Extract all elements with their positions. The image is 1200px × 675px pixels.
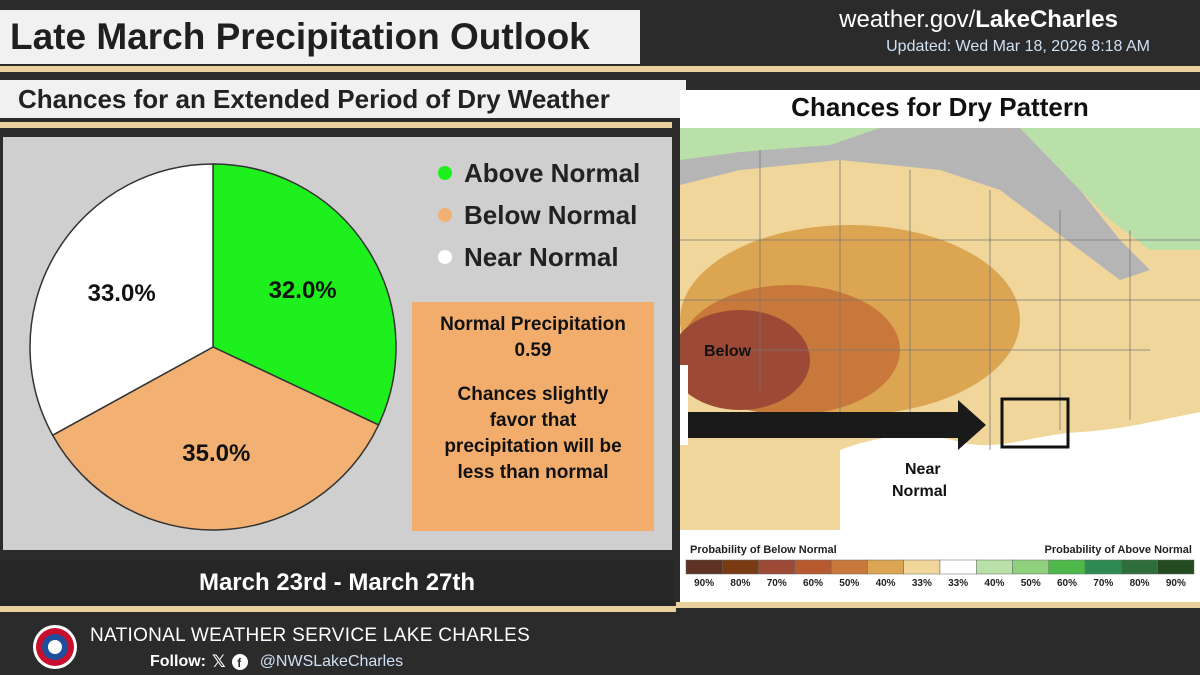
probability-scale: 90% 80% 70% 60% 50% 40% 33% 33% 40% 50% 60% 70% 80% 9… [685,559,1195,589]
pie-slice-above [212,163,397,426]
scale-pct-label: 70% [1093,578,1113,589]
legend-dot-near [438,250,452,264]
map-arrow-shaft [688,412,958,438]
legend-label-above: Above Normal [464,157,641,188]
scale-pct-label: 60% [803,578,823,589]
scale-swatch [1157,559,1195,575]
scale-pct-label: 90% [694,578,714,589]
scale-pct-label: 70% [767,578,787,589]
legend-item-below: Below Normal [438,194,640,236]
social-handle[interactable]: @NWSLakeCharles [259,653,404,670]
scale-label-above: Probability of Above Normal [1044,544,1192,556]
scale-pct-label: 80% [1130,578,1150,589]
pie-slice-below [51,346,380,531]
legend-item-near: Near Normal [438,236,640,278]
scale-swatch [685,559,723,575]
scale-pct-label: 33% [912,578,932,589]
info-line-1: Chances slightly [457,384,609,405]
footer-org-name: NATIONAL WEATHER SERVICE LAKE CHARLES [90,625,531,646]
scale-swatch [976,559,1013,575]
follow-label: Follow: [150,653,206,670]
scale-pct-label: 60% [1057,578,1077,589]
map-arrow-head [958,400,986,450]
scale-swatch [722,559,759,575]
scale-swatch [794,559,832,575]
scale-swatch [830,559,868,575]
social-follow: Follow: 𝕏 f @NWSLakeCharles [150,652,403,672]
divider-strip-sub [0,122,672,128]
scale-swatch [1084,559,1122,575]
lake-charles-box [1000,397,1070,449]
normal-precip-info-box: Normal Precipitation 0.59 Chances slight… [412,302,654,531]
divider-strip-bottom [0,606,676,612]
legend-dot-below [438,208,452,222]
pie-label-above: 32.0% [269,277,337,304]
state-lines [680,150,1200,450]
scale-label-below: Probability of Below Normal [690,544,837,556]
scale-pct-label: 50% [1021,578,1041,589]
legend-dot-above [438,166,452,180]
info-line-3: precipitation will be [444,436,622,457]
x-icon[interactable]: 𝕏 [211,652,226,671]
legend-label-below: Below Normal [464,199,638,230]
footer [0,612,1200,675]
info-value: 0.59 [514,340,552,361]
nws-logo-icon [33,625,77,669]
scale-swatch [867,559,904,575]
gulf-water [840,412,1200,530]
scale-pct-label: 33% [948,578,968,589]
date-range: March 23rd - March 27th [0,560,674,606]
map-title: Chances for Dry Pattern [791,92,1089,122]
map-edge [680,365,688,445]
info-line-4: less than normal [457,462,609,483]
scale-pct-label: 50% [839,578,859,589]
scale-pct-label: 40% [984,578,1004,589]
scale-pct-label: 40% [876,578,896,589]
pie-label-below: 35.0% [182,440,250,467]
section-subtitle: Chances for an Extended Period of Dry We… [0,80,686,118]
map-label-near-1: Near [905,461,941,478]
pie-legend: Above Normal Below Normal Near Normal [438,152,640,278]
scale-pct-label: 80% [730,578,750,589]
scale-swatch [1048,559,1086,575]
scale-swatch [1121,559,1158,575]
legend-label-near: Near Normal [464,241,619,272]
scale-swatch [758,559,796,575]
pie-chart: 32.0% 35.0% 33.0% [29,163,397,531]
outlook-map: Below Near Normal Probability of Below N… [670,128,1200,589]
scale-pct-label: 90% [1166,578,1186,589]
map-gray-band [680,128,1150,280]
scale-swatch [1012,559,1050,575]
divider-strip-top [0,66,1200,72]
facebook-icon[interactable]: f [231,654,248,670]
outlook-map-panel: Below Near Normal Probability of Below N… [670,90,1200,602]
map-60pct-area [670,310,810,410]
map-green-nw [680,128,880,160]
pie-label-near: 33.0% [88,280,156,307]
map-green-ne [1020,128,1200,250]
divider-strip-right [676,602,1200,608]
legend-item-above: Above Normal [438,152,640,194]
scale-swatch [939,559,977,575]
info-heading: Normal Precipitation [440,314,626,335]
map-label-near-2: Normal [892,483,947,500]
pie-slice-near [29,163,214,437]
svg-text:f: f [237,656,242,670]
info-line-2: favor that [489,410,577,431]
map-label-below: Below [704,343,752,360]
updated-timestamp: Updated: Wed Mar 18, 2026 8:18 AM [886,38,1150,55]
site-prefix: weather.gov/ [839,6,976,33]
page-title: Late March Precipitation Outlook [0,10,640,64]
website-link[interactable]: weather.gov/LakeCharles [839,6,1118,34]
site-bold: LakeCharles [975,6,1118,33]
scale-swatch [903,559,941,575]
